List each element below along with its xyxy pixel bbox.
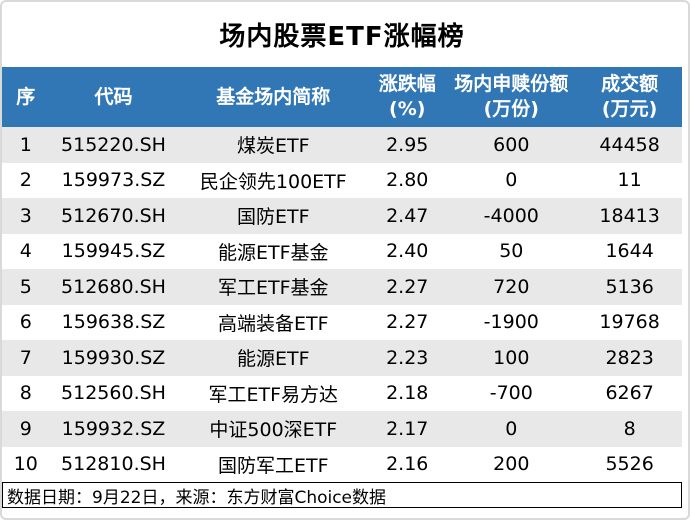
cell-turnover: 2823 xyxy=(605,346,654,369)
table-row: 7 159930.SZ 能源ETF 2.23 100 2823 xyxy=(2,340,682,376)
cell-name: 军工ETF易方达 xyxy=(208,383,339,406)
col-header-shares-line1: 场内申赎份额 xyxy=(454,73,569,95)
cell-change: 2.80 xyxy=(386,169,429,192)
cell-rank: 9 xyxy=(19,417,32,440)
header-row: 序 代码 基金场内简称 涨跌幅 (%) 场内申赎份额 (万份) 成交额 (万元) xyxy=(2,67,682,127)
etf-ranking-table: 序 代码 基金场内简称 涨跌幅 (%) 场内申赎份额 (万份) 成交额 (万元) 1 … xyxy=(2,67,682,482)
col-header-turnover-line2: (万元) xyxy=(601,98,658,120)
cell-rank: 7 xyxy=(19,346,32,369)
col-header-code: 代码 xyxy=(49,67,178,127)
cell-shares: 100 xyxy=(493,346,530,369)
cell-rank: 8 xyxy=(19,382,32,405)
cell-rank: 6 xyxy=(19,311,32,334)
cell-shares: 600 xyxy=(493,133,530,156)
cell-code: 512680.SH xyxy=(61,275,166,298)
cell-turnover: 1644 xyxy=(605,240,654,263)
col-header-change: 涨跌幅 (%) xyxy=(369,67,446,127)
cell-name: 民企领先100ETF xyxy=(199,170,347,193)
cell-rank: 4 xyxy=(19,240,32,263)
cell-turnover: 5136 xyxy=(605,275,654,298)
col-header-shares: 场内申赎份额 (万份) xyxy=(445,67,578,127)
footer-note: 数据日期：9月22日，来源：东方财富Choice数据 xyxy=(2,482,682,508)
cell-change: 2.17 xyxy=(386,417,429,440)
cell-shares: 50 xyxy=(499,240,524,263)
cell-name: 高端装备ETF xyxy=(218,312,329,335)
cell-turnover: 8 xyxy=(623,417,636,440)
cell-change: 2.23 xyxy=(386,346,429,369)
cell-shares: -4000 xyxy=(483,204,539,227)
cell-name: 煤炭ETF xyxy=(237,135,310,158)
cell-rank: 10 xyxy=(13,453,38,476)
table-row: 3 512670.SH 国防ETF 2.47 -4000 18413 xyxy=(2,198,682,234)
cell-shares: -700 xyxy=(489,382,533,405)
table-row: 5 512680.SH 军工ETF基金 2.27 720 5136 xyxy=(2,269,682,305)
cell-shares: 200 xyxy=(493,453,530,476)
table-row: 8 512560.SH 军工ETF易方达 2.18 -700 6267 xyxy=(2,376,682,412)
cell-name: 国防军工ETF xyxy=(218,454,329,477)
cell-turnover: 6267 xyxy=(605,382,654,405)
cell-name: 能源ETF xyxy=(237,348,310,371)
cell-name: 能源ETF基金 xyxy=(218,241,329,264)
col-header-turnover: 成交额 (万元) xyxy=(577,67,682,127)
cell-code: 512670.SH xyxy=(61,204,166,227)
cell-name: 军工ETF基金 xyxy=(218,277,329,300)
col-header-change-line2: (%) xyxy=(389,98,426,120)
cell-code: 515220.SH xyxy=(61,133,166,156)
cell-turnover: 44458 xyxy=(599,133,660,156)
cell-change: 2.40 xyxy=(386,240,429,263)
cell-rank: 5 xyxy=(19,275,32,298)
col-header-turnover-line1: 成交额 xyxy=(601,73,659,95)
table-row: 10 512810.SH 国防军工ETF 2.16 200 5526 xyxy=(2,447,682,483)
cell-rank: 1 xyxy=(19,133,32,156)
col-header-rank-line1: 序 xyxy=(16,85,36,108)
cell-code: 512560.SH xyxy=(61,382,166,405)
cell-change: 2.27 xyxy=(386,311,429,334)
cell-code: 159932.SZ xyxy=(61,417,166,440)
table-row: 6 159638.SZ 高端装备ETF 2.27 -1900 19768 xyxy=(2,305,682,341)
cell-code: 159930.SZ xyxy=(61,346,166,369)
cell-code: 159945.SZ xyxy=(61,240,166,263)
col-header-name: 基金场内简称 xyxy=(177,67,370,127)
cell-rank: 3 xyxy=(19,204,32,227)
cell-name: 中证500深ETF xyxy=(209,419,338,442)
cell-name: 国防ETF xyxy=(237,206,310,229)
cell-change: 2.16 xyxy=(386,453,429,476)
cell-turnover: 5526 xyxy=(605,453,654,476)
cell-shares: -1900 xyxy=(483,311,539,334)
cell-code: 512810.SH xyxy=(61,453,166,476)
table-row: 1 515220.SH 煤炭ETF 2.95 600 44458 xyxy=(2,127,682,163)
cell-code: 159973.SZ xyxy=(61,169,166,192)
cell-change: 2.95 xyxy=(386,133,429,156)
cell-change: 2.18 xyxy=(386,382,429,405)
col-header-rank: 序 xyxy=(2,67,50,127)
table-row: 2 159973.SZ 民企领先100ETF 2.80 0 11 xyxy=(2,163,682,199)
cell-turnover: 11 xyxy=(617,169,642,192)
cell-shares: 720 xyxy=(493,275,530,298)
cell-shares: 0 xyxy=(505,417,518,440)
cell-rank: 2 xyxy=(19,169,32,192)
col-header-change-line1: 涨跌幅 xyxy=(378,73,436,95)
page-title: 场内股票ETF涨幅榜 xyxy=(219,22,465,52)
cell-turnover: 18413 xyxy=(599,204,660,227)
table-row: 4 159945.SZ 能源ETF基金 2.40 50 1644 xyxy=(2,234,682,270)
table-row: 9 159932.SZ 中证500深ETF 2.17 0 8 xyxy=(2,411,682,447)
col-header-code-line1: 代码 xyxy=(94,85,133,108)
cell-turnover: 19768 xyxy=(599,311,660,334)
cell-shares: 0 xyxy=(505,169,518,192)
cell-code: 159638.SZ xyxy=(61,311,166,334)
cell-change: 2.47 xyxy=(386,204,429,227)
col-header-name-line1: 基金场内简称 xyxy=(216,85,331,108)
col-header-shares-line2: (万份) xyxy=(483,98,539,120)
cell-change: 2.27 xyxy=(386,275,429,298)
